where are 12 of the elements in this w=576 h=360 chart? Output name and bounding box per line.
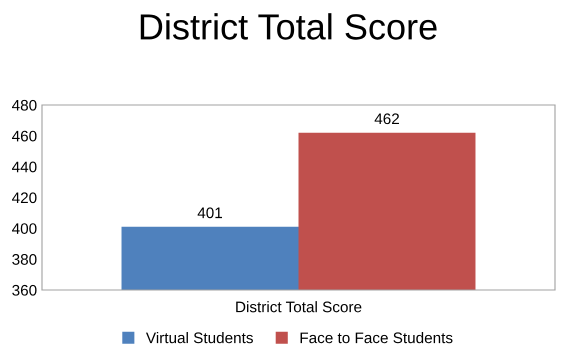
- data-label: 401: [198, 207, 222, 218]
- y-tick-label: 460: [12, 130, 37, 142]
- y-tick-label: 480: [12, 100, 37, 111]
- y-tick-label: 440: [12, 162, 37, 172]
- data-label: 462: [374, 113, 399, 124]
- y-tick-label: 400: [12, 223, 37, 234]
- y-tick-label: 380: [12, 254, 37, 265]
- legend-label: Virtual Students: [146, 332, 253, 344]
- legend-label: Face to Face Students: [300, 332, 452, 344]
- y-tick-label: 360: [12, 284, 37, 296]
- text: District Total Score: [236, 301, 362, 312]
- y-tick-label: 420: [12, 192, 37, 204]
